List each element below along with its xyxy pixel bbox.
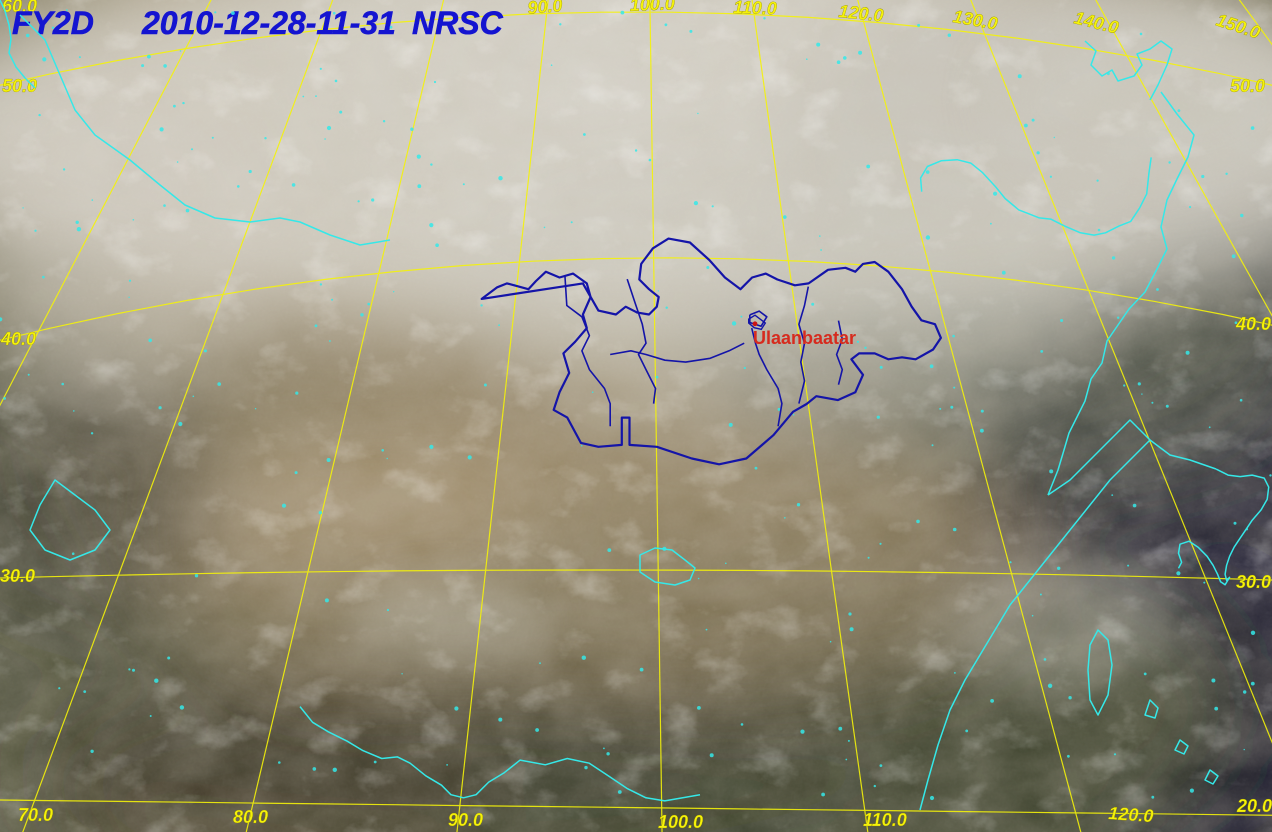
svg-text:NRSC: NRSC [412,5,504,41]
svg-text:150.0: 150.0 [1214,10,1263,43]
svg-text:140.0: 140.0 [1072,7,1121,37]
svg-text:Ulaanbaatar: Ulaanbaatar [753,328,856,348]
svg-text:20.0: 20.0 [1236,796,1272,816]
svg-text:40.0: 40.0 [1235,314,1271,334]
svg-text:110.0: 110.0 [863,810,907,830]
svg-text:50.0: 50.0 [2,76,37,96]
svg-text:120.0: 120.0 [838,1,885,26]
svg-text:100.0: 100.0 [629,0,675,15]
svg-text:2010-12-28-11-31: 2010-12-28-11-31 [141,5,396,41]
svg-text:110.0: 110.0 [733,0,777,19]
svg-text:FY2D: FY2D [12,5,94,41]
svg-text:90.0: 90.0 [527,0,564,18]
svg-text:100.0: 100.0 [658,812,703,832]
svg-text:90.0: 90.0 [448,810,483,830]
svg-text:30.0: 30.0 [0,566,35,586]
svg-text:50.0: 50.0 [1230,76,1265,96]
svg-text:30.0: 30.0 [1236,572,1271,592]
svg-text:80.0: 80.0 [233,807,268,827]
svg-text:70.0: 70.0 [18,805,53,825]
svg-text:40.0: 40.0 [0,329,36,349]
svg-text:120.0: 120.0 [1108,803,1154,826]
svg-text:130.0: 130.0 [951,6,999,34]
